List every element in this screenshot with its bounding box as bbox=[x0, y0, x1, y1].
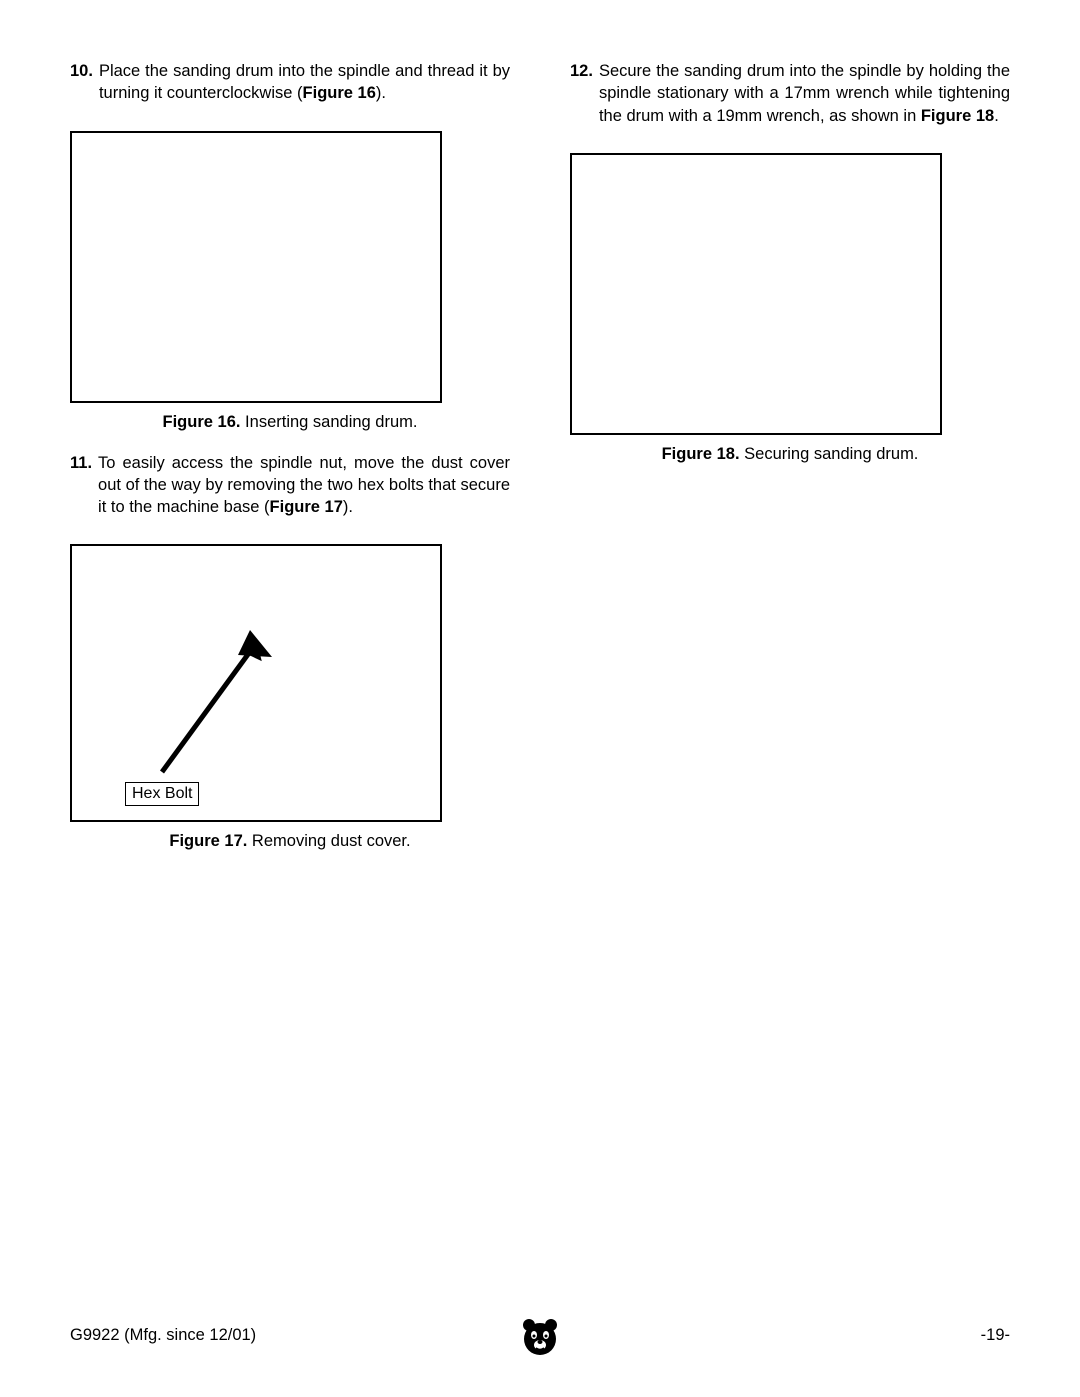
figure-18-box bbox=[570, 153, 942, 435]
figure-label: Figure 17. bbox=[169, 832, 247, 850]
figure-17-caption: Figure 17. Removing dust cover. bbox=[70, 832, 510, 851]
figure-caption-text: Inserting sanding drum. bbox=[240, 413, 417, 431]
step-11: 11. To easily access the spindle nut, mo… bbox=[70, 452, 510, 519]
left-column: 10. Place the sanding drum into the spin… bbox=[70, 60, 510, 871]
figure-ref: Figure 17 bbox=[270, 498, 343, 516]
figure-ref: Figure 16 bbox=[303, 84, 376, 102]
bear-logo-icon bbox=[519, 1315, 561, 1357]
arrow-icon bbox=[152, 622, 292, 782]
step-body: To easily access the spindle nut, move t… bbox=[98, 452, 510, 519]
step-text-after: . bbox=[994, 107, 999, 125]
step-12: 12. Secure the sanding drum into the spi… bbox=[570, 60, 1010, 127]
figure-17-box: Hex Bolt bbox=[70, 544, 442, 822]
figure-caption-text: Removing dust cover. bbox=[247, 832, 410, 850]
figure-16-caption: Figure 16. Inserting sanding drum. bbox=[70, 413, 510, 432]
step-number: 11. bbox=[70, 452, 98, 519]
step-number: 12. bbox=[570, 60, 599, 127]
footer-left: G9922 (Mfg. since 12/01) bbox=[70, 1326, 256, 1345]
page-footer: G9922 (Mfg. since 12/01) -19- bbox=[70, 1326, 1010, 1345]
figure-16-box bbox=[70, 131, 442, 403]
step-text-after: ). bbox=[376, 84, 386, 102]
footer-right: -19- bbox=[981, 1326, 1010, 1345]
step-body: Secure the sanding drum into the spindle… bbox=[599, 60, 1010, 127]
figure-label: Figure 16. bbox=[163, 413, 241, 431]
hex-bolt-callout: Hex Bolt bbox=[125, 782, 199, 806]
step-10: 10. Place the sanding drum into the spin… bbox=[70, 60, 510, 105]
figure-caption-text: Securing sanding drum. bbox=[740, 445, 919, 463]
step-number: 10. bbox=[70, 60, 99, 105]
figure-ref: Figure 18 bbox=[921, 107, 994, 125]
right-column: 12. Secure the sanding drum into the spi… bbox=[570, 60, 1010, 871]
figure-label: Figure 18. bbox=[662, 445, 740, 463]
two-column-layout: 10. Place the sanding drum into the spin… bbox=[70, 60, 1010, 871]
step-text-after: ). bbox=[343, 498, 353, 516]
step-body: Place the sanding drum into the spindle … bbox=[99, 60, 510, 105]
figure-18-caption: Figure 18. Securing sanding drum. bbox=[570, 445, 1010, 464]
manual-page: 10. Place the sanding drum into the spin… bbox=[0, 0, 1080, 1397]
